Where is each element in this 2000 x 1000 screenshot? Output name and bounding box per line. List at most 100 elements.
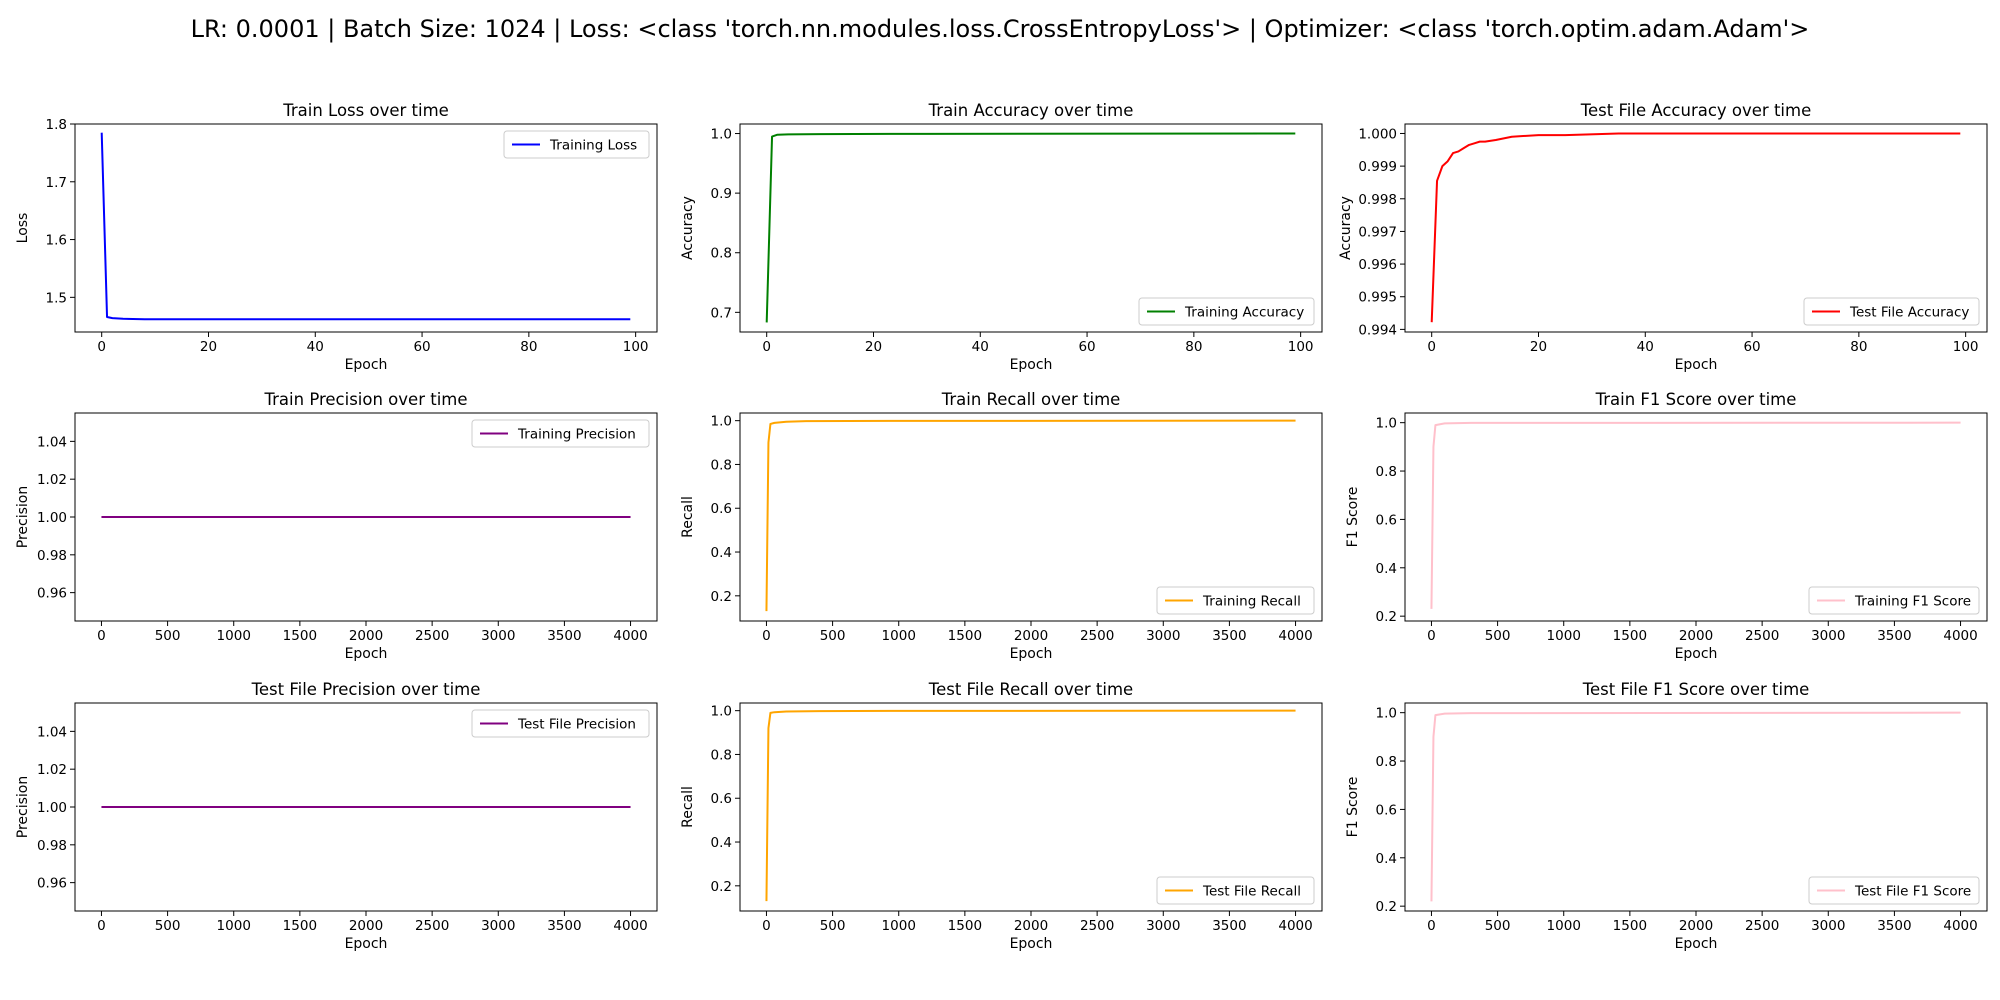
x-tick-label: 80: [520, 339, 537, 355]
subplot-4: Train Precision over time 0 500 1000 1500 200…: [15, 390, 658, 662]
x-tick-label: 4000: [1943, 918, 1977, 934]
y-tick-label: 0.4: [711, 835, 732, 851]
legend-box: [1808, 586, 1980, 615]
axes-frame: [739, 123, 1323, 333]
y-tick-label: 1.02: [37, 762, 67, 778]
x-tick-label: 1000: [882, 628, 916, 644]
subplot-title: Test File Precision over time: [251, 680, 481, 699]
x-tick-label: 3500: [1212, 918, 1246, 934]
x-tick-label: 4000: [1943, 628, 1977, 644]
y-tick-label: 1.6: [46, 233, 67, 249]
x-tick-label: 4000: [613, 628, 647, 644]
x-axis-label: Epoch: [345, 646, 388, 662]
y-tick-label: 1.7: [46, 175, 67, 191]
subplot-title: Train Precision over time: [263, 390, 467, 409]
subplot-title: Test File Accuracy over time: [1580, 101, 1811, 120]
y-tick-label: 0.8: [711, 457, 732, 473]
x-tick-label: 3500: [1877, 918, 1911, 934]
x-tick-label: 0: [762, 339, 771, 355]
legend: Training F1 Score: [1808, 586, 1980, 615]
subplot-title: Train F1 Score over time: [1595, 390, 1797, 409]
x-tick-label: 1000: [882, 918, 916, 934]
x-tick-label: 3000: [1146, 918, 1180, 934]
x-tick-label: 2500: [415, 918, 449, 934]
subplot-title: Train Recall over time: [941, 390, 1121, 409]
series-line-1: [1430, 132, 1961, 323]
x-tick-label: 1500: [283, 628, 317, 644]
x-tick-label: 0: [1427, 628, 1436, 644]
series-line-1: [100, 132, 631, 321]
x-tick-label: 500: [155, 628, 181, 644]
x-tick-label: 20: [200, 339, 217, 355]
axes-frame: [739, 702, 1323, 912]
x-tick-label: 20: [1530, 339, 1547, 355]
x-tick-label: 40: [1637, 339, 1654, 355]
x-tick-label: 20: [865, 339, 882, 355]
x-tick-label: 1000: [1547, 628, 1581, 644]
x-tick-label: 0: [762, 918, 771, 934]
axes-frame: [74, 412, 658, 622]
y-tick-label: 0.999: [1358, 159, 1397, 175]
y-tick-label: 0.8: [711, 747, 732, 763]
subplot-7: Test File Precision over time 0 500 1000 150…: [15, 680, 658, 952]
y-tick-label: 0.8: [1376, 464, 1397, 480]
y-axis-label: Recall: [680, 496, 696, 538]
y-tick-label: 1.0: [1376, 706, 1397, 722]
subplot-5: Train Recall over time 0 500 1000 1500 2000 25…: [680, 390, 1323, 662]
y-tick-label: 0.996: [1358, 257, 1397, 273]
axes-frame: [74, 123, 658, 333]
x-tick-label: 0: [97, 628, 106, 644]
x-axis-label: Epoch: [1010, 646, 1053, 662]
y-tick-label: 0.6: [711, 791, 732, 807]
x-axis-label: Epoch: [1675, 357, 1718, 373]
y-tick-label: 1.04: [37, 724, 67, 740]
subplot-3: Test File Accuracy over time 0 20 40 60 80 100…: [1338, 101, 1988, 373]
y-tick-label: 0.2: [711, 589, 732, 605]
legend: Training Loss: [503, 130, 650, 159]
x-tick-label: 80: [1850, 339, 1867, 355]
axes-frame: [1404, 123, 1988, 333]
x-tick-label: 2000: [1679, 628, 1713, 644]
legend-box: [1803, 297, 1980, 326]
x-tick-label: 60: [1743, 339, 1760, 355]
x-tick-label: 3000: [1811, 918, 1845, 934]
x-tick-label: 1500: [948, 628, 982, 644]
y-tick-label: 0.4: [711, 545, 732, 561]
x-tick-label: 0: [1427, 918, 1436, 934]
x-tick-label: 500: [820, 918, 846, 934]
subplot-title: Test File Recall over time: [928, 680, 1133, 699]
y-tick-label: 1.5: [46, 290, 67, 306]
y-tick-label: 0.4: [1376, 561, 1397, 577]
x-tick-label: 1500: [948, 918, 982, 934]
x-tick-label: 0: [97, 918, 106, 934]
y-axis-label: F1 Score: [1345, 777, 1361, 838]
legend-label: Training Loss: [549, 138, 637, 154]
y-tick-label: 0.998: [1358, 192, 1397, 208]
y-axis-label: Precision: [15, 486, 31, 548]
axes-frame: [1404, 412, 1988, 622]
y-tick-label: 1.0: [711, 127, 732, 143]
legend: Training Recall: [1156, 586, 1315, 615]
y-tick-label: 0.997: [1358, 224, 1397, 240]
axes-frame: [74, 702, 658, 912]
legend-box: [471, 419, 650, 448]
x-tick-label: 3500: [547, 628, 581, 644]
y-tick-label: 1.000: [1358, 126, 1397, 142]
x-tick-label: 0: [97, 339, 106, 355]
y-tick-label: 0.4: [1376, 851, 1397, 867]
y-tick-label: 0.8: [1376, 754, 1397, 770]
y-tick-label: 1.04: [37, 434, 67, 450]
x-axis-label: Epoch: [1675, 936, 1718, 952]
subplot-1: Train Loss over time 0 20 40 60 80 100 1.5 1.6 1.…: [15, 101, 658, 373]
x-tick-label: 3000: [1146, 628, 1180, 644]
axes-frame: [739, 412, 1323, 622]
y-axis-label: Recall: [680, 786, 696, 828]
legend-label: Training Precision: [517, 427, 636, 443]
x-tick-label: 3000: [481, 628, 515, 644]
x-tick-label: 40: [972, 339, 989, 355]
y-tick-label: 0.98: [37, 838, 67, 854]
series-line-1: [765, 419, 1296, 612]
subplot-title: Test File F1 Score over time: [1582, 680, 1810, 699]
legend-label: Training Accuracy: [1184, 305, 1304, 321]
legend-label: Training Recall: [1202, 594, 1301, 610]
